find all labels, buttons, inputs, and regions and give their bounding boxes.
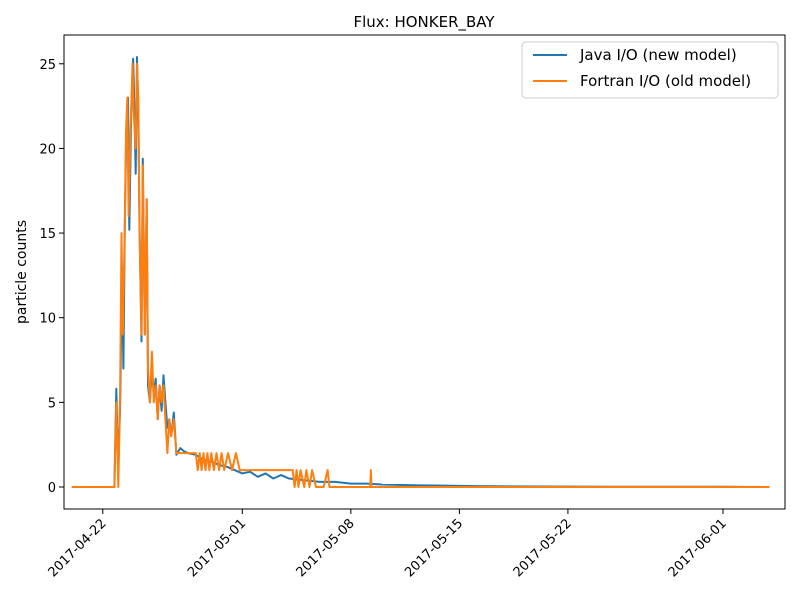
- y-tick-label: 25: [39, 58, 56, 73]
- y-tick-label: 5: [48, 396, 56, 411]
- x-tick-label: 2017-06-01: [666, 516, 730, 580]
- x-tick-label: 2017-05-08: [294, 516, 358, 580]
- legend-label-fortran: Fortran I/O (old model): [580, 72, 751, 90]
- legend-box: [521, 41, 779, 99]
- x-tick-label: 2017-05-01: [185, 516, 249, 580]
- y-tick-label: 0: [48, 481, 56, 496]
- legend: Java I/O (new model) Fortran I/O (old mo…: [521, 41, 779, 99]
- series-layer: [71, 56, 770, 488]
- y-tick-label: 10: [39, 312, 56, 327]
- chart-title: Flux: HONKER_BAY: [353, 13, 495, 32]
- y-axis: 0 5 10 15 20 25: [39, 58, 64, 496]
- legend-label-java: Java I/O (new model): [579, 46, 737, 64]
- x-tick-label: 2017-05-15: [402, 516, 466, 580]
- series-line-java: [71, 56, 770, 488]
- y-tick-label: 20: [39, 142, 56, 157]
- x-axis: 2017-04-22 2017-05-01 2017-05-08 2017-05-15…: [46, 509, 730, 580]
- x-tick-label: 2017-05-22: [511, 516, 575, 580]
- y-tick-label: 15: [39, 227, 56, 242]
- series-line-fortran: [71, 62, 770, 488]
- y-axis-label: particle counts: [14, 220, 30, 324]
- x-tick-label: 2017-04-22: [46, 516, 110, 580]
- plot-area: [63, 34, 786, 510]
